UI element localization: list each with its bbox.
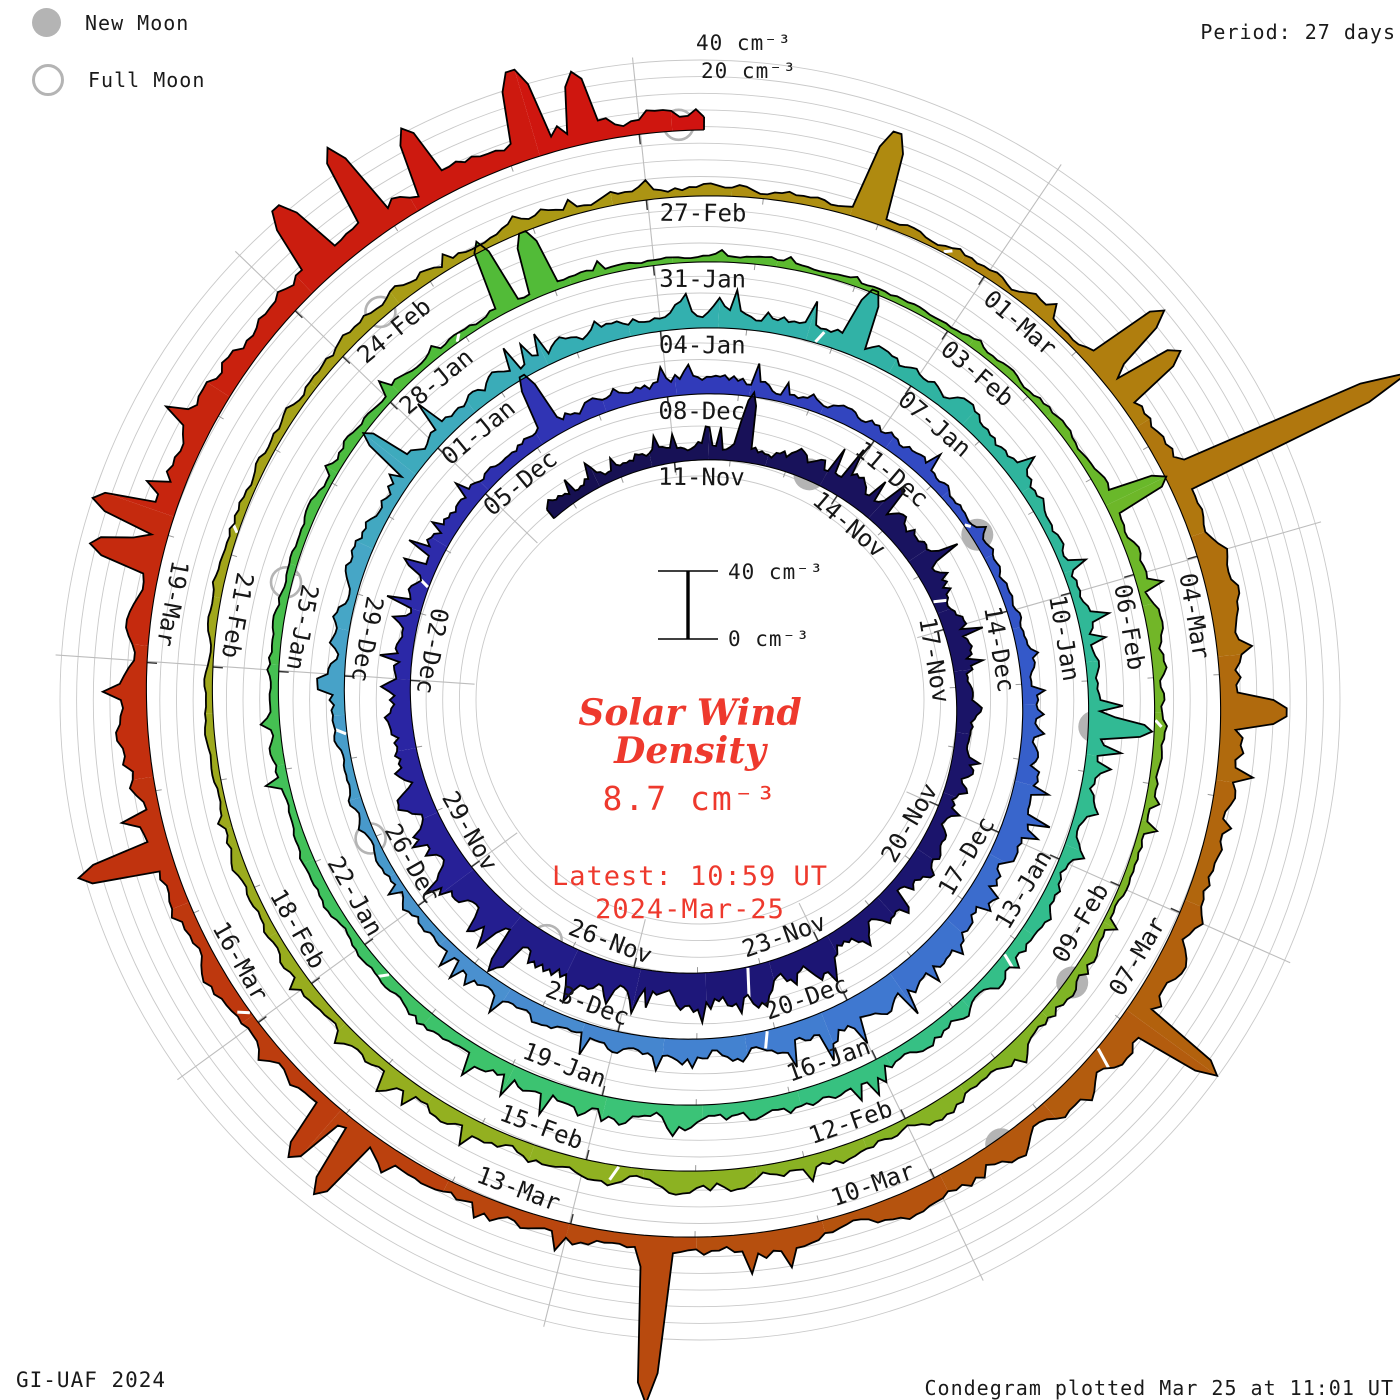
spiral-outline xyxy=(76,68,1400,1400)
latest-time-label: Latest: 10:59 UT xyxy=(551,861,829,892)
legend-full-moon: Full Moon xyxy=(32,64,205,96)
scalebar-min-label: 0 cm⁻³ xyxy=(728,627,810,651)
period-label: Period: 27 days xyxy=(1200,20,1396,44)
date-label: 11-Nov xyxy=(658,463,745,492)
credit-left: GI-UAF 2024 xyxy=(16,1368,167,1392)
outer-scale-40-label: 40 cm⁻³ xyxy=(696,31,792,55)
center-annotation: Solar Wind Density 8.7 cm⁻³ Latest: 10:5… xyxy=(440,694,940,925)
scale-bar xyxy=(658,570,718,640)
legend-new-moon: New Moon xyxy=(32,8,189,37)
spiral-density-fill xyxy=(78,69,1400,1400)
new-moon-icon xyxy=(32,8,61,37)
latest-date-label: 2024-Mar-25 xyxy=(595,894,785,925)
plotted-timestamp: Condegram plotted Mar 25 at 11:01 UT xyxy=(924,1376,1394,1400)
full-moon-marker xyxy=(364,295,397,329)
date-label: 04-Jan xyxy=(659,331,746,360)
date-label: 12-Feb xyxy=(805,1094,896,1149)
chart-title-line1: Solar Wind xyxy=(578,692,802,734)
full-moon-label: Full Moon xyxy=(88,68,206,92)
date-label: 31-Jan xyxy=(659,265,746,294)
latest-density-value: 8.7 cm⁻³ xyxy=(602,779,778,818)
chart-title-line2: Density xyxy=(614,730,766,772)
full-moon-icon xyxy=(32,64,64,96)
new-moon-label: New Moon xyxy=(85,10,190,35)
day-ticks xyxy=(147,134,1220,1238)
scalebar-max-label: 40 cm⁻³ xyxy=(728,560,824,584)
date-label: 27-Feb xyxy=(660,199,747,228)
spiral-baseline xyxy=(145,129,1222,1238)
date-label: 08-Dec xyxy=(658,397,745,426)
outer-scale-20-label: 20 cm⁻³ xyxy=(701,59,797,83)
